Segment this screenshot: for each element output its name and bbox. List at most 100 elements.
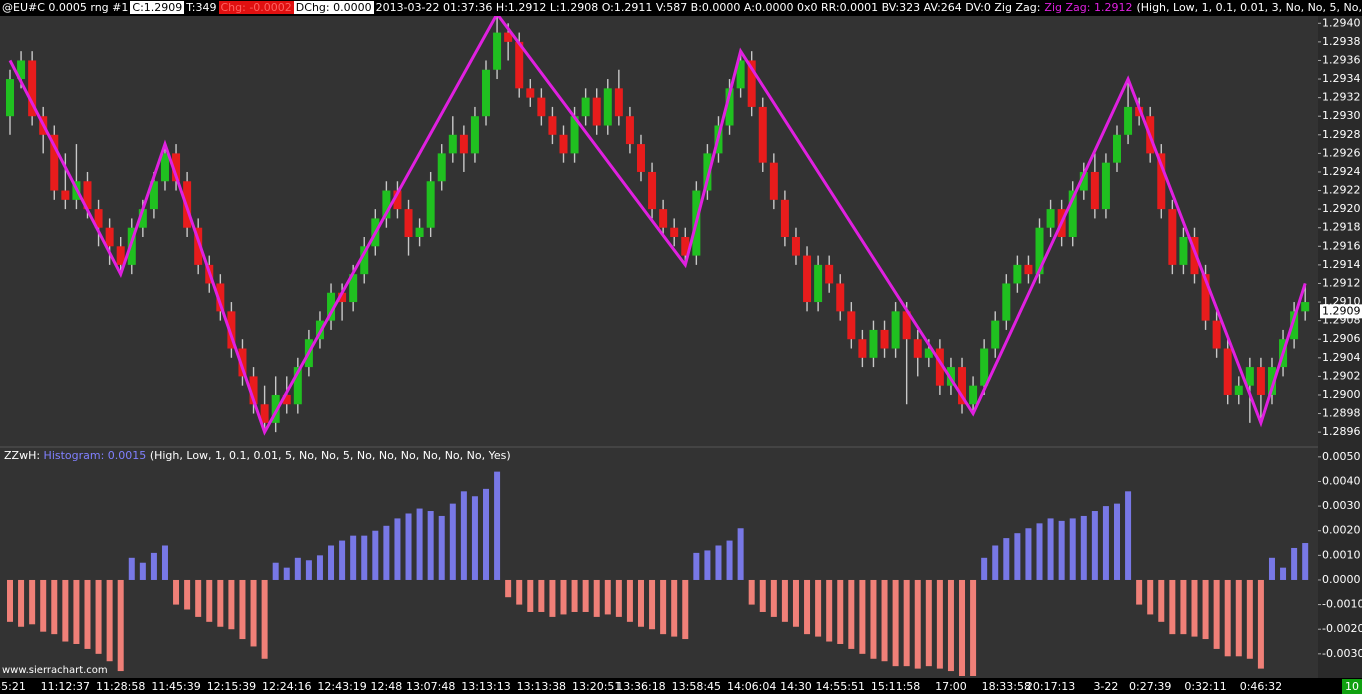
candle-body [1113, 134, 1121, 163]
candle-body [769, 162, 778, 200]
time-label: 14:55:51 [816, 680, 865, 693]
watermark: www.sierrachart.com [2, 665, 108, 676]
candle-body [1267, 367, 1276, 395]
histogram-bar [328, 545, 335, 580]
histogram-bar [173, 579, 180, 605]
histogram-bar [29, 579, 36, 625]
candle-body [1245, 367, 1254, 386]
candle-body [814, 264, 823, 303]
histogram-bar [161, 545, 168, 580]
candle-body [404, 209, 413, 238]
candle-body [1234, 385, 1243, 395]
histogram-bar [815, 579, 822, 637]
y-tick-label: 1.2898 [1322, 407, 1361, 420]
time-label: 13:36:18 [616, 680, 665, 693]
time-label: 12:48 [371, 680, 403, 693]
histogram-bar [1147, 579, 1154, 615]
histogram-bar [571, 579, 578, 612]
time-label: 20:17:13 [1026, 680, 1075, 693]
candle-body [426, 181, 435, 228]
candle-body [138, 209, 147, 228]
y-tick-label: 1.2926 [1322, 146, 1361, 159]
candle-body [271, 394, 280, 423]
histogram-bar [184, 579, 191, 610]
candle-body [526, 88, 535, 98]
histogram-bar [1213, 579, 1220, 649]
candle-body [17, 60, 26, 80]
histogram-bar [637, 579, 644, 627]
time-label: 13:13:13 [461, 680, 510, 693]
histogram-bar [1224, 579, 1231, 657]
histogram-bar [1047, 518, 1054, 580]
candle-body [648, 171, 657, 210]
study-params: (High, Low, 1, 0.1, 0.01, 3, No, No, 5, … [1136, 1, 1362, 14]
candle-body [1124, 106, 1133, 135]
histogram-bar [715, 545, 722, 580]
candle-body [625, 116, 634, 145]
candle-body [216, 283, 225, 312]
last-price-label: 1.2909 [1322, 304, 1361, 317]
candle-body [559, 134, 568, 154]
histogram-bar [416, 508, 423, 580]
histogram-bar [704, 550, 711, 580]
candle-body [1002, 283, 1011, 321]
candle-body [548, 116, 557, 135]
candle-body [991, 320, 1000, 349]
histogram-bar [837, 579, 844, 644]
histogram-bar [1125, 491, 1132, 580]
histogram-bar [1080, 515, 1087, 580]
candle-body [570, 116, 579, 154]
time-label: 12:24:16 [262, 680, 311, 693]
histogram-legend: Histogram: 0.0015 [44, 449, 147, 462]
candle-body [327, 292, 336, 321]
histogram-bar [483, 488, 490, 580]
candle-body [83, 181, 92, 210]
histogram-bar [726, 540, 733, 580]
histogram-header: ZZwH: Histogram: 0.0015 (High, Low, 1, 0… [4, 449, 511, 462]
histogram-bar [892, 579, 899, 667]
candle-body [1101, 162, 1110, 210]
change: Chg: -0.0002 [218, 1, 294, 14]
histogram-bar [615, 579, 622, 617]
candle-body [360, 246, 369, 275]
histogram-bar [471, 496, 478, 580]
candle-body [614, 88, 623, 117]
time-label: 13:13:38 [517, 680, 566, 693]
histogram-bar [770, 579, 777, 617]
histogram-bar [649, 579, 656, 630]
y-tick-label: 0.0030 [1322, 499, 1361, 512]
y-tick-label: 1.2920 [1322, 202, 1361, 215]
histogram-bar [682, 579, 689, 640]
histogram-bar [538, 579, 545, 612]
candle-body [1179, 237, 1188, 265]
candle-body [736, 60, 745, 89]
candle-body [958, 367, 967, 405]
time-label: 0:46:32 [1240, 680, 1282, 693]
histogram-bar [804, 579, 811, 635]
histogram-bar [604, 579, 611, 615]
candle-body [1301, 302, 1310, 312]
candle-body [116, 246, 125, 265]
histogram-bar [1280, 567, 1287, 580]
candle-body [1256, 367, 1265, 395]
candle-body [636, 144, 645, 172]
candle-body [659, 209, 668, 228]
candle-body [758, 106, 767, 163]
study-params: (High, Low, 1, 0.1, 0.01, 5, No, No, 5, … [150, 449, 511, 462]
histogram-bar [1003, 538, 1010, 580]
histogram-bar [449, 503, 456, 580]
time-label: 18:33:58 [982, 680, 1031, 693]
histogram-bar [1169, 579, 1176, 635]
candle-body [349, 274, 358, 303]
candle-body [1013, 264, 1022, 284]
candle-body [935, 348, 944, 386]
histogram-bar [792, 579, 799, 627]
histogram-bar [95, 579, 102, 654]
candle-body [791, 237, 800, 256]
candle-body [393, 190, 402, 210]
candle-body [1068, 190, 1077, 238]
histogram-bar [383, 525, 390, 580]
y-tick-label: 1.2940 [1322, 16, 1361, 29]
histogram-bar [339, 540, 346, 580]
candle-body [803, 255, 812, 303]
